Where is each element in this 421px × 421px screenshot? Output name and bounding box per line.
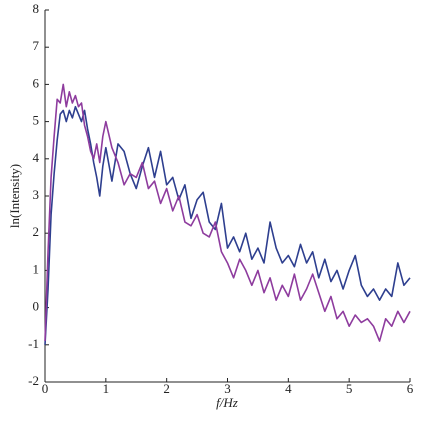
x-axis-label: f/Hz [216,395,238,410]
y-tick-label: 5 [33,113,40,128]
y-tick-label: 8 [33,1,40,16]
y-tick-label: 6 [33,75,40,90]
series-line [44,105,411,345]
x-tick-label: 3 [224,381,231,396]
y-tick-label: 4 [33,150,40,165]
y-tick-label: 2 [33,224,40,239]
x-tick-label: 0 [42,381,49,396]
x-tick-label: 5 [346,381,353,396]
x-tick-label: 6 [407,381,414,396]
x-tick-label: 1 [103,381,110,396]
y-tick-label: 1 [33,261,40,276]
y-tick-label: -2 [28,373,39,388]
series-line [44,83,411,342]
y-tick-label: -1 [28,336,39,351]
y-tick-label: 0 [33,299,40,314]
y-tick-label: 3 [33,187,40,202]
x-tick-label: 4 [285,381,292,396]
x-tick-label: 2 [163,381,170,396]
y-axis-label: ln(Intensity) [7,164,22,228]
y-tick-label: 7 [33,38,40,53]
